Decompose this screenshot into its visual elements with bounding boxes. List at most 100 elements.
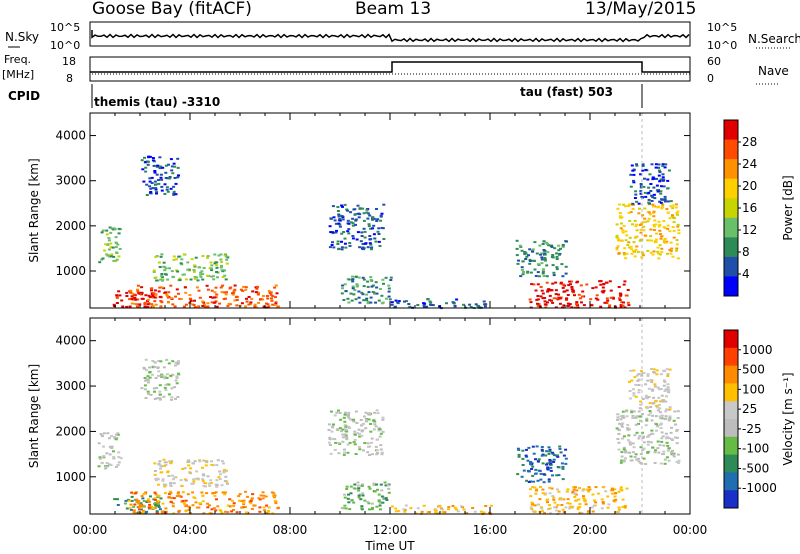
range-cell [340,232,344,235]
range-cell [176,270,180,273]
range-cell [177,491,180,494]
range-cell [103,249,107,252]
colorbar-segment [724,472,738,491]
range-cell [547,478,551,481]
range-cell [357,489,361,492]
range-cell [199,271,203,274]
range-cell [590,304,594,307]
range-cell [375,292,379,295]
range-cell [527,446,531,449]
range-cell [219,258,223,261]
range-cell [226,511,230,514]
range-cell [533,504,537,507]
range-cell [655,373,659,376]
range-cell [517,455,521,458]
range-cell [169,500,173,503]
range-cell [337,442,341,445]
range-cell [346,451,350,454]
range-cell [575,303,578,306]
range-cell [639,231,643,234]
range-cell [115,437,119,440]
range-cell [633,255,637,258]
range-cell [101,445,105,448]
range-cell [554,289,558,292]
range-cell [657,404,661,406]
range-cell [347,414,350,416]
range-cell [671,449,674,452]
range-cell [520,268,524,271]
range-cell [129,503,133,506]
range-cell [369,238,373,241]
range-cell [566,488,570,491]
range-cell [619,486,623,489]
range-cell [351,278,355,281]
range-cell [359,240,363,243]
range-cell [200,270,204,273]
range-cell [541,488,545,491]
range-cell [530,503,534,506]
range-cell [160,185,164,188]
range-cell [171,373,175,376]
range-cell [154,504,158,507]
range-cell [602,283,606,286]
x-tick-label: 20:00 [573,523,608,537]
range-cell [530,283,534,286]
range-cell [159,300,163,302]
range-cell [237,495,241,498]
range-cell [153,470,157,472]
range-cell [213,301,217,304]
range-cell [153,502,157,505]
range-cell [652,223,656,226]
range-cell [667,388,671,391]
range-cell [628,219,632,222]
range-cell [670,215,674,218]
range-cell [515,247,519,250]
range-cell [545,264,549,267]
range-cell [343,424,347,427]
freq-tick-bottom: 8 [66,72,73,85]
range-cell [117,255,121,258]
range-cell [146,500,150,503]
range-cell [626,301,630,304]
range-cell [144,170,148,173]
range-cell [666,211,670,214]
range-cell [563,284,567,287]
range-cell [648,239,651,242]
range-cell [652,402,656,404]
range-cell [619,488,623,491]
range-cell [631,202,635,205]
range-cell [147,294,151,297]
range-cell [627,246,631,249]
range-cell [366,451,370,454]
range-cell [378,288,382,290]
data-region [516,445,568,484]
range-cell [117,290,121,293]
range-cell [154,293,158,296]
range-cell [112,259,116,262]
range-cell [220,261,224,263]
range-cell [257,497,261,500]
range-cell [663,195,667,198]
range-cell [132,297,136,300]
range-cell [651,196,655,199]
range-cell [165,188,169,191]
range-cell [379,508,382,511]
range-cell [585,488,589,491]
range-cell [371,284,375,287]
range-cell [367,291,371,294]
range-cell [184,303,188,306]
range-cell [348,244,352,247]
range-cell [219,266,223,269]
range-cell [170,398,173,401]
range-cell [334,231,338,234]
range-cell [634,416,638,419]
range-cell [213,492,216,494]
range-cell [535,445,539,448]
range-cell [619,461,623,464]
range-cell [271,512,275,515]
range-cell [621,437,625,440]
range-cell [154,187,158,190]
range-cell [578,503,582,506]
range-cell [116,433,120,436]
range-cell [171,502,175,505]
